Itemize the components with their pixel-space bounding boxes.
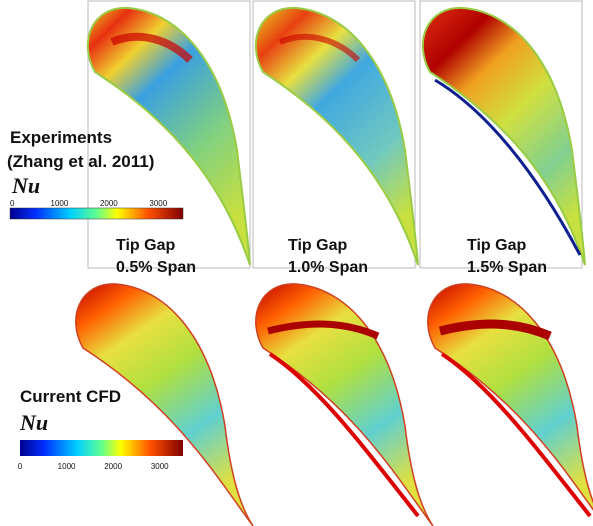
cfd-symbol: Nu (19, 410, 48, 435)
colorbar-tick: 1000 (51, 199, 69, 208)
blade-exp (88, 8, 250, 265)
colorbar-tick: 1000 (58, 462, 76, 471)
panel-label: Tip Gap (467, 237, 526, 254)
blade-exp (423, 8, 585, 265)
colorbar-tick: 3000 (151, 462, 169, 471)
exp-source: (Zhang et al. 2011) (7, 152, 154, 171)
colorbar-tick: 3000 (149, 199, 167, 208)
panel-label: Tip Gap (288, 237, 347, 254)
colorbar (20, 440, 183, 456)
colorbar (10, 208, 183, 219)
exp-title: Experiments (10, 128, 112, 147)
colorbar-tick: 2000 (100, 199, 118, 208)
blade-exp (256, 8, 418, 265)
panel-label: 1.0% Span (288, 259, 368, 276)
blade-cfd (428, 284, 593, 526)
panel-label: Tip Gap (116, 237, 175, 254)
colorbar-tick: 2000 (104, 462, 122, 471)
colorbar-tick: 0 (18, 462, 23, 471)
colorbar-tick: 0 (10, 199, 15, 208)
panel-label: 0.5% Span (116, 259, 196, 276)
figure: Tip Gap 0.5% Span Tip Gap 1.0% Span Tip … (0, 0, 593, 526)
exp-symbol: Nu (11, 173, 40, 198)
panel-label: 1.5% Span (467, 259, 547, 276)
cfd-title: Current CFD (20, 387, 121, 406)
blade-cfd (256, 284, 433, 526)
